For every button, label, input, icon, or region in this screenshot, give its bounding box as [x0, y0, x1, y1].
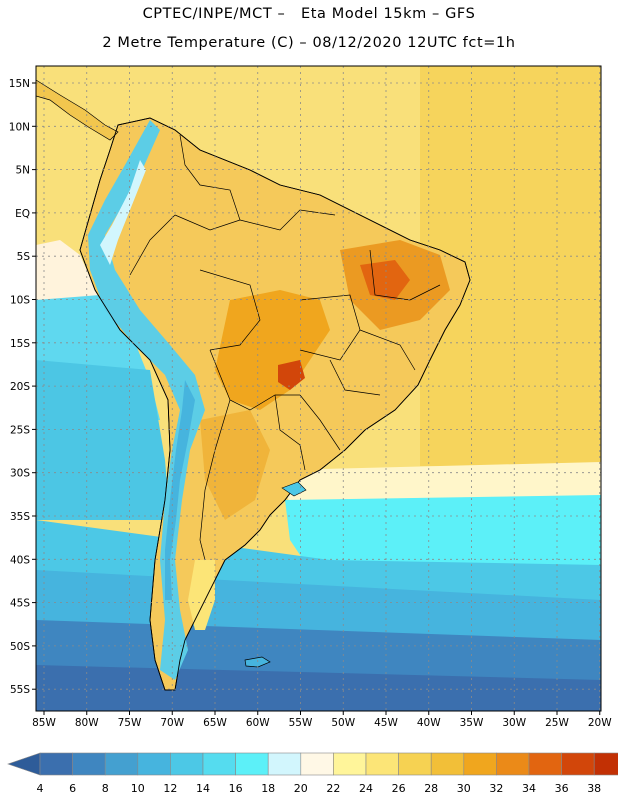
lon-tick-label: 45W: [374, 717, 398, 729]
colorbar-swatch: [72, 752, 106, 776]
colorbar-label: 30: [457, 782, 471, 795]
colorbar-label: 6: [69, 782, 76, 795]
colorbar-label: 8: [102, 782, 109, 795]
lon-tick-label: 40W: [417, 717, 441, 729]
lat-tick-label: 10S: [10, 295, 30, 307]
lat-tick-label: EQ: [15, 208, 30, 220]
lat-tick-label: 45S: [10, 598, 30, 610]
country-borders: [129, 134, 441, 561]
lon-tick-label: 70W: [160, 717, 184, 729]
colorbar-label: 16: [229, 782, 243, 795]
colorbar-label: 24: [359, 782, 373, 795]
lon-tick-label: 60W: [246, 717, 270, 729]
colorbar-label: 20: [294, 782, 308, 795]
colorbar-arrow-low: [7, 752, 41, 776]
colorbar-label: 34: [522, 782, 536, 795]
lon-tick-label: 85W: [32, 717, 56, 729]
colorbar-label: 36: [555, 782, 569, 795]
colorbar-swatch: [593, 752, 618, 776]
map-subtitle: 2 Metre Temperature (C) – 08/12/2020 12U…: [102, 35, 516, 51]
colorbar-label: 18: [261, 782, 275, 795]
map-title: CPTEC/INPE/MCT – Eta Model 15km – GFS: [142, 6, 476, 22]
colorbar-swatch: [202, 752, 236, 776]
graticule: [36, 66, 601, 711]
lon-tick-label: 55W: [289, 717, 313, 729]
colorbar-label: 32: [489, 782, 503, 795]
colorbar-swatch: [267, 752, 302, 776]
colorbar-swatch: [365, 752, 399, 776]
colorbar-label: 28: [424, 782, 438, 795]
andes-cordillera: [88, 120, 205, 680]
axis-ticks: 15N 10N 5N EQ 5S 10S 15S 20S 25S 30S 35S 40S 45S 50S 5…: [9, 78, 612, 729]
colorbar-swatch: [104, 752, 139, 776]
colorbar-swatch: [430, 752, 465, 776]
lat-tick-label: 50S: [10, 641, 30, 653]
colorbar-label: 38: [587, 782, 601, 795]
colorbar-swatch: [333, 752, 367, 776]
lon-tick-label: 25W: [545, 717, 569, 729]
lat-tick-label: 20S: [10, 381, 30, 393]
lon-tick-label: 65W: [203, 717, 227, 729]
lat-tick-label: 35S: [10, 511, 30, 523]
lon-tick-label: 80W: [75, 717, 99, 729]
colorbar-swatch: [398, 752, 432, 776]
colorbar-label: 4: [37, 782, 44, 795]
lat-tick-label: 15N: [9, 78, 30, 90]
colorbar-swatch: [170, 752, 204, 776]
lat-tick-label: 5N: [15, 165, 30, 177]
colorbar-label: 10: [131, 782, 145, 795]
lat-tick-label: 10N: [9, 121, 30, 133]
colorbar-label: 22: [326, 782, 340, 795]
lat-tick-label: 5S: [17, 251, 31, 263]
map-field: [36, 66, 601, 711]
colorbar-label: 14: [196, 782, 210, 795]
lat-tick-label: 15S: [10, 338, 30, 350]
lat-tick-label: 30S: [10, 468, 30, 480]
color-legend: 4 6 8 10 12 14 16 18 20 22 24 26 28 30 32 34 36 38: [7, 752, 618, 795]
colorbar-swatch: [39, 752, 73, 776]
colorbar-swatch: [235, 752, 269, 776]
lat-tick-label: 40S: [10, 554, 30, 566]
colorbar-swatch: [137, 752, 171, 776]
lon-tick-label: 35W: [460, 717, 484, 729]
map-frame: [35, 65, 602, 712]
colorbar-label: 26: [392, 782, 406, 795]
colorbar-swatch: [496, 752, 530, 776]
lat-tick-label: 25S: [10, 424, 30, 436]
lon-tick-label: 50W: [331, 717, 355, 729]
lat-tick-label: 55S: [10, 684, 30, 696]
colorbar-swatch: [463, 752, 497, 776]
colorbar-swatch: [561, 752, 595, 776]
lon-tick-label: 30W: [502, 717, 526, 729]
lon-tick-label: 20W: [588, 717, 612, 729]
lon-tick-label: 75W: [118, 717, 142, 729]
colorbar-swatch: [300, 752, 334, 776]
colorbar-swatch: [528, 752, 562, 776]
colorbar-label: 12: [163, 782, 177, 795]
